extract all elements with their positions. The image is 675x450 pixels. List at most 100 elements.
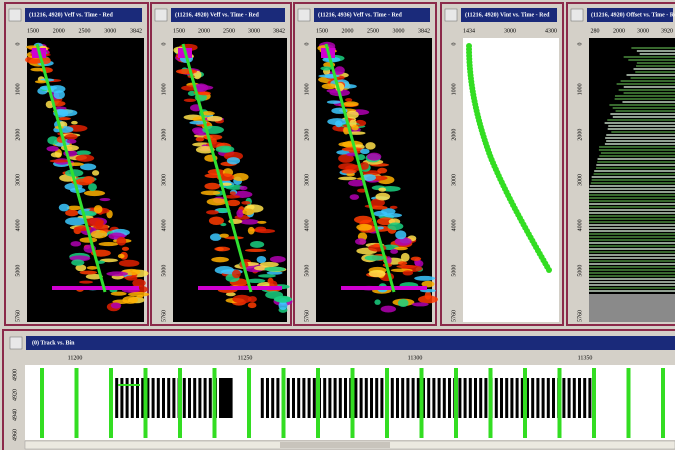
track-line xyxy=(40,368,44,438)
semblance-blob xyxy=(260,262,279,267)
x-tick-label: 11350 xyxy=(578,355,593,361)
bin-bar xyxy=(542,378,545,418)
semblance-blob xyxy=(387,223,403,231)
semblance-blob xyxy=(371,206,388,210)
panel-icon[interactable] xyxy=(155,9,167,21)
track-line xyxy=(178,368,182,438)
track-line xyxy=(282,368,286,438)
track-line xyxy=(592,368,596,438)
semblance-blob xyxy=(99,198,110,201)
y-tick-label: 4000 xyxy=(161,219,167,231)
semblance-blob xyxy=(354,216,372,224)
semblance-blob xyxy=(248,302,257,308)
semblance-blob xyxy=(365,142,375,149)
semblance-blob xyxy=(94,205,103,213)
semblance-blob xyxy=(275,296,292,303)
semblance-blob xyxy=(411,257,421,261)
semblance-blob xyxy=(111,292,127,296)
x-tick-label: 2000 xyxy=(53,28,65,34)
x-tick-label: 11250 xyxy=(238,355,253,361)
y-tick-label: 4960 xyxy=(12,429,18,441)
semblance-blob xyxy=(375,193,390,201)
semblance-blob xyxy=(220,234,229,238)
track-line xyxy=(454,368,458,438)
x-tick-label: 280 xyxy=(591,28,600,34)
semblance-blob xyxy=(230,191,236,195)
panel-icon[interactable] xyxy=(571,9,583,21)
semblance-blob xyxy=(338,177,357,181)
semblance-blob xyxy=(412,302,429,306)
bin-bar xyxy=(292,378,295,418)
semblance-blob xyxy=(322,83,337,89)
bin-bar xyxy=(432,378,435,418)
x-tick-label: 1500 xyxy=(316,28,328,34)
track-line xyxy=(144,368,148,438)
y-tick-label: 4000 xyxy=(451,219,457,231)
semblance-blob xyxy=(240,219,259,224)
bin-bar xyxy=(209,378,212,418)
bin-bar xyxy=(339,378,342,418)
y-tick-label: 1000 xyxy=(451,83,457,95)
semblance-blob xyxy=(80,237,98,243)
y-tick-label: 4900 xyxy=(12,369,18,381)
y-tick-label: 5760 xyxy=(451,310,457,322)
bin-bar xyxy=(302,378,305,418)
bin-bar xyxy=(313,378,316,418)
semblance-blob xyxy=(367,153,381,161)
semblance-blob xyxy=(207,116,222,122)
x-tick-label: 4300 xyxy=(545,28,557,34)
bin-bar xyxy=(204,378,207,418)
semblance-blob xyxy=(50,159,69,162)
bin-bar xyxy=(588,378,591,418)
x-tick-label: 3000 xyxy=(637,28,649,34)
semblance-blob xyxy=(390,249,398,254)
bin-bar xyxy=(417,378,420,418)
panel-icon[interactable] xyxy=(445,9,457,21)
bin-bar xyxy=(505,378,508,418)
y-tick-label: 4920 xyxy=(12,389,18,401)
panel-icon[interactable] xyxy=(10,337,22,349)
y-tick-label: 4000 xyxy=(15,219,21,231)
bin-bar xyxy=(583,378,586,418)
semblance-blob xyxy=(125,275,138,280)
semblance-blob xyxy=(341,169,356,173)
track-line xyxy=(109,368,113,438)
plot-area xyxy=(463,38,559,322)
semblance-blob xyxy=(57,117,70,120)
track-line xyxy=(558,368,562,438)
bin-bar xyxy=(562,378,565,418)
y-tick-label: 5000 xyxy=(304,265,310,277)
panel-icon[interactable] xyxy=(298,9,310,21)
bin-bar xyxy=(412,378,415,418)
track-line xyxy=(351,368,355,438)
semblance-blob xyxy=(239,186,247,190)
semblance-blob xyxy=(119,260,140,267)
bin-bar xyxy=(162,378,165,418)
bin-bar xyxy=(474,378,477,418)
semblance-blob xyxy=(338,163,357,170)
semblance-blob xyxy=(350,194,359,200)
bin-bar xyxy=(573,378,576,418)
semblance-blob xyxy=(414,276,435,281)
x-tick-label: 2000 xyxy=(342,28,354,34)
semblance-blob xyxy=(75,178,92,185)
semblance-blob xyxy=(236,209,243,218)
bin-bar xyxy=(469,378,472,418)
x-tick-label: 11200 xyxy=(68,355,83,361)
x-tick-label: 3842 xyxy=(418,28,430,34)
panel-icon[interactable] xyxy=(9,9,21,21)
y-tick-label: 3000 xyxy=(15,174,21,186)
y-tick-label: 5000 xyxy=(15,265,21,277)
bin-bar xyxy=(578,378,581,418)
semblance-blob xyxy=(346,111,359,119)
bin-bar xyxy=(464,378,467,418)
panel-title: (11216, 4936) Veff vs. Time - Red xyxy=(318,11,402,18)
semblance-blob xyxy=(111,302,121,308)
page: {"panels": [ {"title": "(11216, 4920) Ve… xyxy=(0,0,675,450)
semblance-blob xyxy=(355,238,366,245)
semblance-blob xyxy=(258,274,276,278)
semblance-blob xyxy=(248,296,257,302)
semblance-blob xyxy=(122,296,138,304)
semblance-blob xyxy=(118,254,125,258)
scroll-thumb[interactable] xyxy=(280,442,390,448)
